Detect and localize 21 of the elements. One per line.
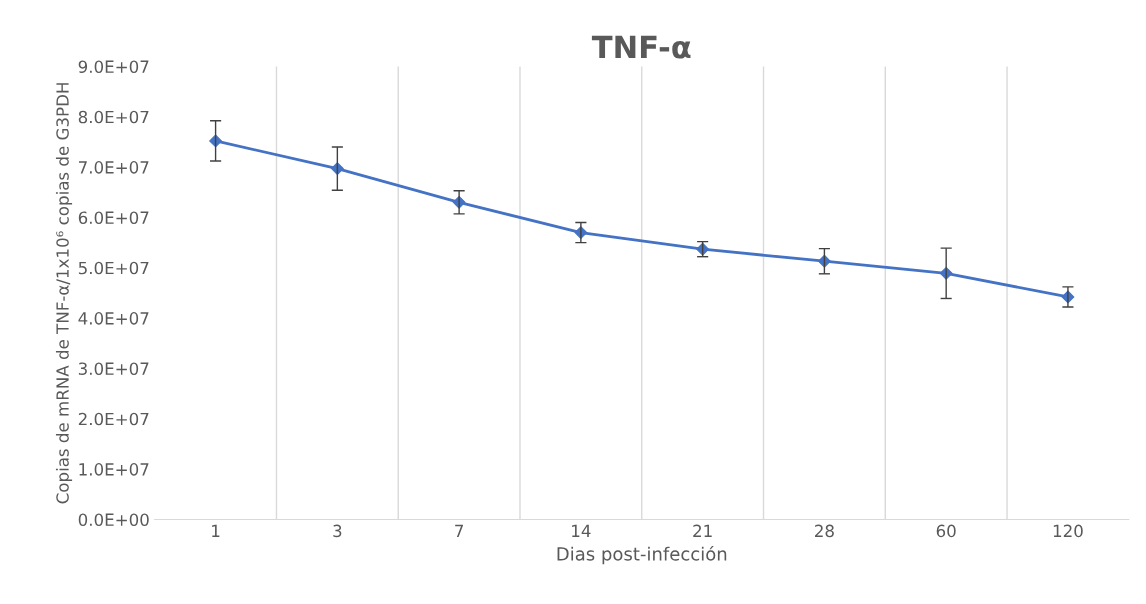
x-tick-label: 120 <box>1053 524 1083 538</box>
y-tick-label: 5.0E+07 <box>78 261 149 275</box>
y-tick-label: 0.0E+00 <box>78 513 149 527</box>
x-tick-label: 28 <box>815 524 834 538</box>
y-tick-label: 9.0E+07 <box>78 60 149 74</box>
x-tick-label: 14 <box>572 524 591 537</box>
y-tick-label: 4.0E+07 <box>78 312 149 325</box>
y-tick-label: 2.0E+07 <box>78 412 149 426</box>
y-tick-label: 7.0E+07 <box>79 161 149 174</box>
x-tick-label: 3 <box>333 524 342 538</box>
x-axis-title: Dias post-infección <box>557 545 727 565</box>
x-tick-label: 60 <box>936 524 956 538</box>
chart-title: TNF-α <box>591 35 691 59</box>
y-tick-label: 8.0E+07 <box>78 110 149 124</box>
y-tick-label: 1.0E+07 <box>79 463 149 476</box>
y-tick-label: 6.0E+07 <box>78 211 149 225</box>
x-tick-label: 21 <box>693 524 712 537</box>
x-tick-label: 1 <box>212 524 220 537</box>
y-axis-title: Copias de mRNA de TNF-α/1x10⁶ copias de G3PDH <box>55 83 73 504</box>
x-tick-label: 7 <box>455 524 463 537</box>
y-tick-label: 3.0E+07 <box>78 362 149 376</box>
